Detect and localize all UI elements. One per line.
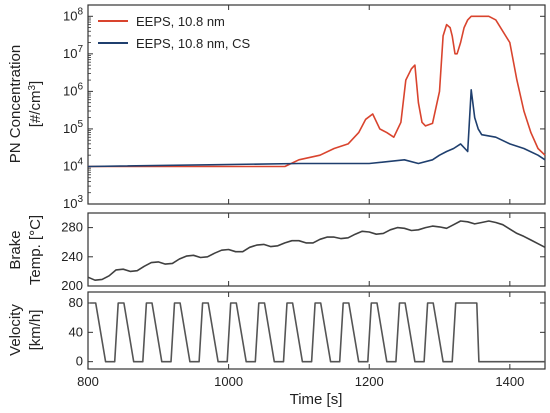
x-tick-label: 800 <box>77 374 99 389</box>
panel-pn: 103 104 105 106 107 108 EEPS, 10.8 nm EEPS, 1… <box>7 4 546 211</box>
panel-brake: 200 240 280 Brake Temp. [°C] <box>7 212 546 293</box>
brake-y-tick-label: 200 <box>61 278 83 293</box>
pn-series-group <box>87 15 546 168</box>
pn-series-line-1 <box>87 89 546 168</box>
pn-y-tick-label: 104 <box>63 156 83 173</box>
velocity-series-line-0 <box>90 302 545 363</box>
brake-y-axis: 200 240 280 <box>61 213 545 293</box>
velocity-plot-frame <box>87 291 546 370</box>
pn-y-tick-label: 106 <box>63 81 83 98</box>
brake-y-axis-title: Brake <box>7 230 24 269</box>
pn-y-tick-label: 103 <box>63 194 83 211</box>
pn-y-tick-label: 105 <box>63 119 83 136</box>
velocity-y-tick-label: 40 <box>69 324 83 339</box>
panel-velocity: 0 40 80 Velocity [km/h] <box>7 291 546 370</box>
velocity-series-group <box>90 302 546 363</box>
velocity-y-axis-unit: [km/h] <box>27 310 44 351</box>
x-axis-title: Time [s] <box>290 391 343 408</box>
pn-y-tick-label: 107 <box>63 44 83 61</box>
legend-label-eeps: EEPS, 10.8 nm <box>136 14 225 29</box>
pn-y-tick-label: 108 <box>63 6 83 23</box>
pn-series-line-0 <box>88 15 546 168</box>
brake-plot-frame <box>87 212 546 287</box>
velocity-y-axis: 0 40 80 <box>69 292 545 369</box>
brake-series-line-0 <box>87 220 546 282</box>
pn-y-axis: 103 104 105 106 107 108 <box>63 4 545 211</box>
velocity-y-tick-label: 80 <box>69 295 83 310</box>
pn-y-axis-unit: [#/cm3] <box>27 81 45 127</box>
legend: EEPS, 10.8 nm EEPS, 10.8 nm, CS <box>98 14 250 51</box>
pn-y-axis-title: PN Concentration <box>7 45 24 163</box>
brake-y-axis-unit: Temp. [°C] <box>27 215 44 285</box>
brake-y-tick-label: 240 <box>61 249 83 264</box>
brake-series-group <box>87 220 546 282</box>
legend-label-eeps-cs: EEPS, 10.8 nm, CS <box>136 36 250 51</box>
x-tick-label: 1400 <box>495 374 524 389</box>
velocity-y-tick-label: 0 <box>76 354 83 369</box>
x-tick-label: 1000 <box>214 374 243 389</box>
x-tick-label: 1200 <box>355 374 384 389</box>
x-axis: 800 1000 1200 1400 <box>77 374 524 389</box>
pn-plot-frame <box>87 4 546 205</box>
velocity-y-axis-title: Velocity <box>7 304 24 356</box>
brake-y-tick-label: 280 <box>61 220 83 235</box>
